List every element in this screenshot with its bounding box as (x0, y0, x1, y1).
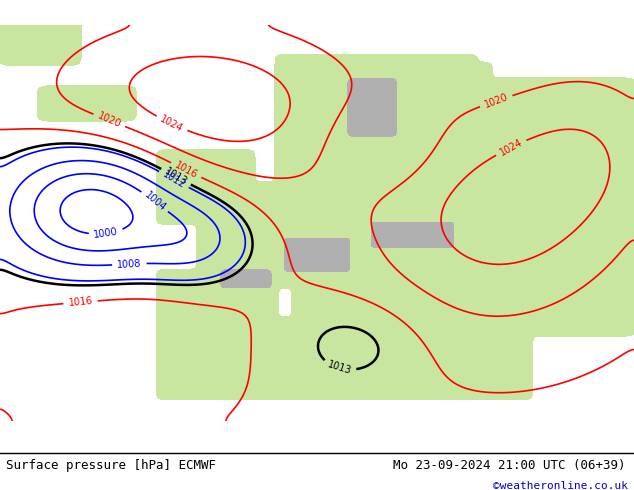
Text: 1024: 1024 (498, 137, 524, 158)
Text: 1013: 1013 (163, 166, 189, 187)
Text: 1013: 1013 (326, 360, 353, 376)
Text: 1024: 1024 (158, 114, 185, 134)
Text: Surface pressure [hPa] ECMWF: Surface pressure [hPa] ECMWF (6, 459, 216, 472)
Text: Mo 23-09-2024 21:00 UTC (06+39): Mo 23-09-2024 21:00 UTC (06+39) (393, 459, 626, 472)
Text: 1012: 1012 (161, 169, 187, 190)
Text: 1000: 1000 (93, 227, 119, 240)
Text: 1020: 1020 (96, 111, 122, 130)
Text: 1020: 1020 (483, 92, 510, 110)
Text: 1016: 1016 (68, 296, 93, 308)
Text: ©weatheronline.co.uk: ©weatheronline.co.uk (493, 481, 628, 490)
Text: 1004: 1004 (142, 190, 167, 213)
Text: 1016: 1016 (173, 160, 199, 180)
Text: 1008: 1008 (117, 258, 142, 270)
